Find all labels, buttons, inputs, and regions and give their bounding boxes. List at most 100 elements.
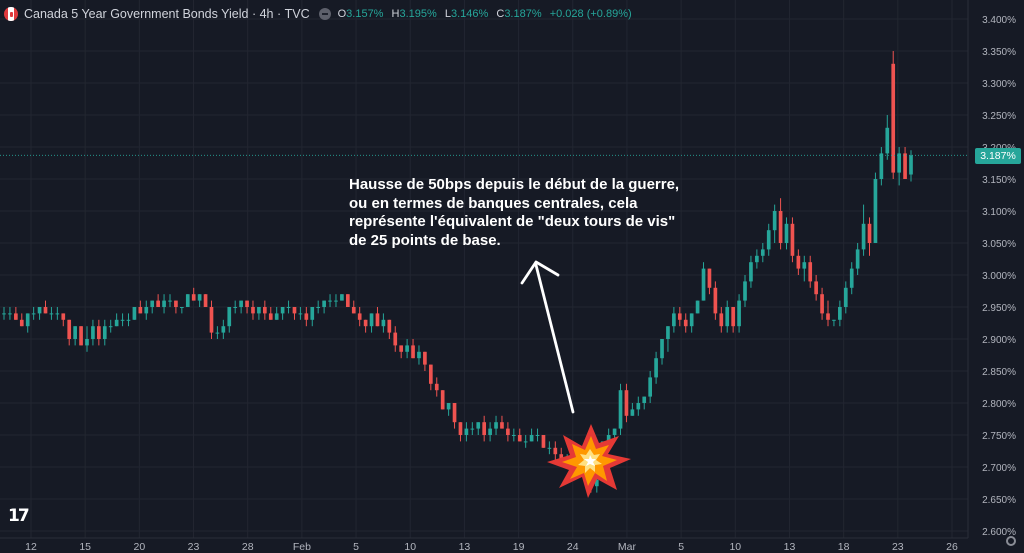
candle-body bbox=[849, 268, 854, 288]
canada-flag-icon bbox=[4, 7, 18, 21]
candle-body bbox=[150, 300, 155, 307]
candle-body bbox=[393, 332, 398, 346]
interval-label[interactable]: 4h bbox=[259, 7, 274, 21]
x-tick-label: 23 bbox=[892, 541, 904, 553]
candle-body bbox=[298, 313, 303, 315]
candle-body bbox=[91, 326, 95, 339]
candle-body bbox=[500, 422, 504, 429]
settings-gear-icon[interactable] bbox=[1006, 536, 1016, 546]
candle-body bbox=[251, 307, 255, 314]
candle-body bbox=[909, 155, 913, 175]
x-axis[interactable]: 12 15 20 23 28 Feb 5 10 13 19 24 Mar 5 10 13 18 23 26 bbox=[25, 541, 958, 553]
candle-body bbox=[280, 307, 285, 314]
candle-body bbox=[85, 339, 89, 346]
x-tick-label: 20 bbox=[134, 541, 146, 553]
x-tick-label: 13 bbox=[459, 541, 471, 553]
candle-body bbox=[423, 351, 427, 365]
candle-body bbox=[73, 326, 77, 339]
candle-body bbox=[755, 255, 759, 263]
y-axis[interactable]: 3.400%3.350%3.300%3.250%3.200%3.150%3.10… bbox=[982, 15, 1016, 538]
candle-body bbox=[233, 307, 238, 308]
candle-body bbox=[494, 422, 498, 429]
explosion-icon bbox=[547, 424, 631, 498]
candle-body bbox=[31, 313, 36, 315]
x-tick-label: 13 bbox=[784, 541, 796, 553]
x-tick-label: 5 bbox=[353, 541, 359, 553]
candle-body bbox=[832, 319, 836, 321]
change-value: +0.028 (+0.89%) bbox=[549, 8, 632, 20]
candle-body bbox=[185, 294, 190, 307]
candle-body bbox=[239, 300, 243, 307]
tradingview-logo-icon[interactable]: 17 bbox=[8, 506, 30, 526]
candle-body bbox=[114, 319, 119, 327]
candle-body bbox=[547, 447, 552, 449]
open-key: O bbox=[337, 8, 347, 20]
symbol-title[interactable]: Canada 5 Year Government Bonds Yield bbox=[24, 7, 249, 21]
symbol-header[interactable]: Canada 5 Year Government Bonds Yield · 4… bbox=[4, 5, 637, 23]
candle-body bbox=[126, 319, 131, 321]
candle-body bbox=[274, 313, 279, 320]
candle-body bbox=[245, 300, 249, 307]
minus-circle-icon[interactable] bbox=[318, 8, 331, 20]
candle-body bbox=[97, 326, 101, 339]
x-tick-label: 12 bbox=[25, 541, 37, 553]
annotation-text[interactable]: Hausse de 50bps depuis le début de la gu… bbox=[349, 176, 680, 249]
candle-body bbox=[168, 300, 172, 302]
candle-body bbox=[897, 153, 901, 173]
candle-body bbox=[517, 435, 522, 442]
candle-body bbox=[677, 313, 682, 320]
candle-body bbox=[316, 307, 321, 308]
candle-body bbox=[737, 300, 741, 327]
last-price-label: 3.187% bbox=[975, 148, 1021, 164]
candle-body bbox=[731, 307, 735, 327]
candle-body bbox=[292, 307, 297, 314]
candle-body bbox=[203, 294, 208, 307]
candle-body bbox=[838, 307, 842, 320]
candle-body bbox=[541, 435, 546, 448]
candle-body bbox=[535, 435, 540, 436]
candle-body bbox=[802, 262, 807, 269]
candle-body bbox=[820, 294, 824, 314]
candle-body bbox=[689, 313, 694, 327]
y-tick-label: 2.700% bbox=[982, 463, 1016, 474]
candle-body bbox=[529, 435, 534, 442]
candle-body bbox=[351, 307, 356, 314]
candle-body bbox=[120, 319, 125, 321]
y-tick-label: 2.850% bbox=[982, 367, 1016, 378]
candle-body bbox=[885, 127, 890, 154]
candle-body bbox=[334, 300, 338, 302]
y-tick-label: 2.950% bbox=[982, 303, 1016, 314]
y-tick-label: 2.800% bbox=[982, 399, 1016, 410]
candle-body bbox=[440, 390, 445, 410]
candle-body bbox=[861, 223, 866, 250]
candle-body bbox=[796, 255, 801, 269]
candle-body bbox=[511, 435, 516, 436]
candle-body bbox=[215, 332, 220, 334]
candle-body bbox=[138, 307, 143, 314]
candle-body bbox=[102, 326, 107, 339]
candle-body bbox=[743, 281, 747, 301]
candle-body bbox=[464, 428, 469, 435]
x-tick-label: 5 bbox=[678, 541, 684, 553]
candle-body bbox=[322, 300, 326, 307]
high-key: H bbox=[391, 8, 400, 20]
candle-body bbox=[452, 403, 457, 423]
candle-body bbox=[25, 313, 30, 327]
close-key: C bbox=[496, 8, 505, 20]
candle-body bbox=[891, 63, 896, 173]
candle-body bbox=[328, 300, 332, 302]
candle-body bbox=[310, 307, 315, 320]
candle-body bbox=[357, 313, 362, 320]
candles-layer bbox=[2, 51, 913, 493]
candle-body bbox=[523, 441, 528, 443]
candle-body bbox=[790, 223, 795, 256]
y-tick-label: 3.000% bbox=[982, 271, 1016, 282]
x-tick-label: 28 bbox=[242, 541, 254, 553]
x-tick-label: 10 bbox=[729, 541, 741, 553]
candle-body bbox=[843, 287, 848, 307]
candle-body bbox=[784, 223, 789, 243]
x-tick-label: 18 bbox=[838, 541, 850, 553]
candle-body bbox=[399, 345, 404, 352]
